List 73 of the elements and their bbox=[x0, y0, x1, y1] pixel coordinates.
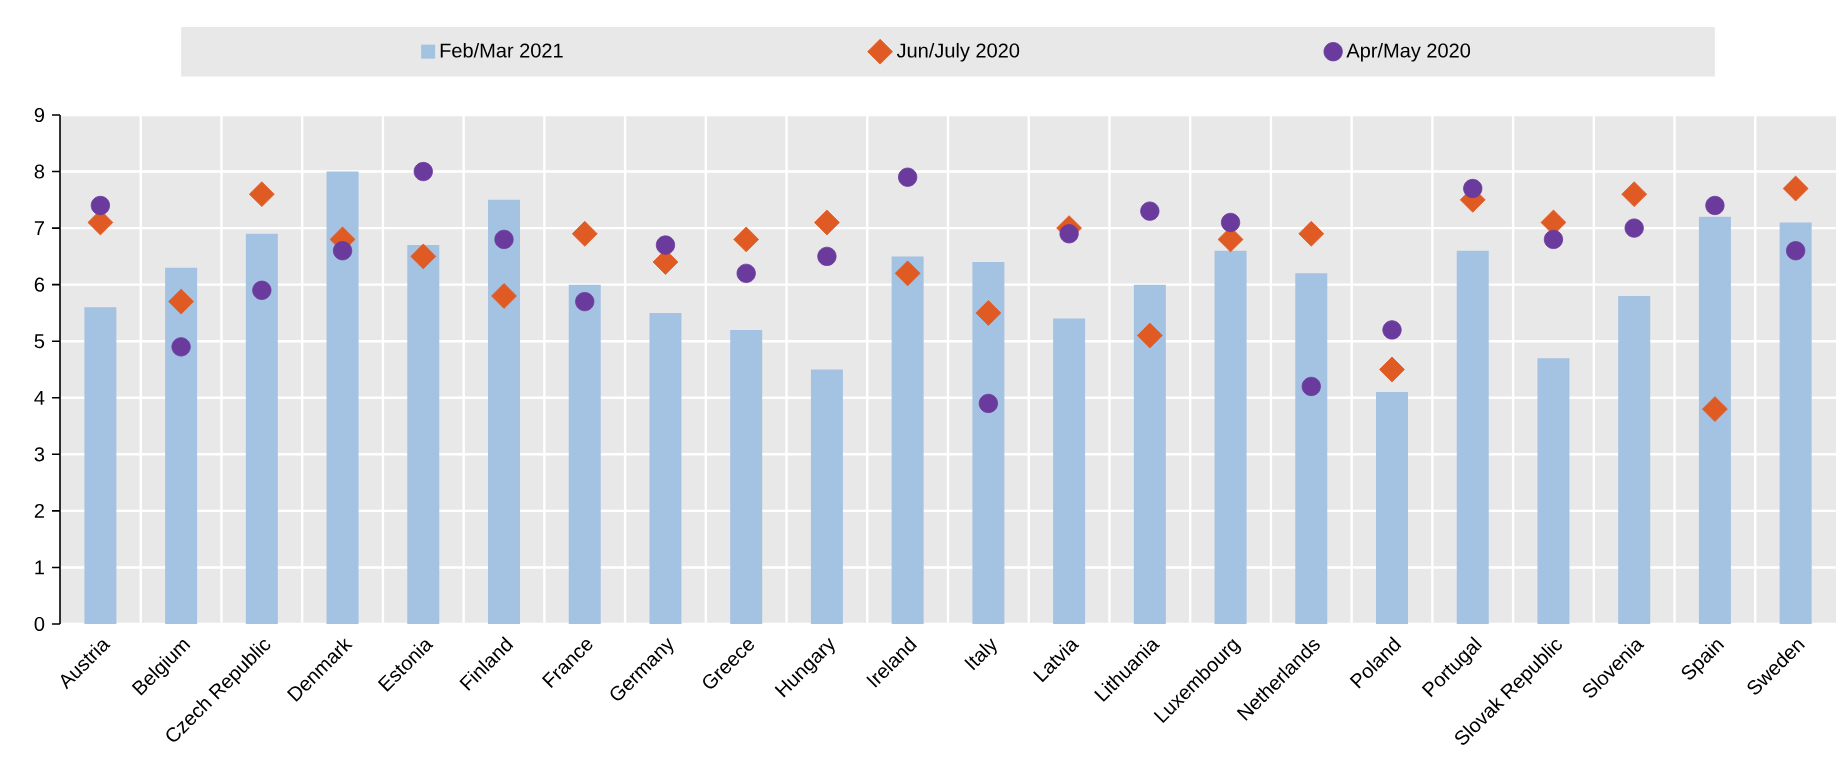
point bbox=[1382, 320, 1402, 340]
bar bbox=[84, 307, 117, 624]
point bbox=[1463, 178, 1483, 199]
y-tick-label: 9 bbox=[34, 107, 45, 123]
y-tick-label: 6 bbox=[34, 277, 45, 292]
y-tick-label: 8 bbox=[34, 164, 45, 179]
bar bbox=[1698, 216, 1731, 624]
point bbox=[978, 393, 998, 414]
point bbox=[494, 229, 514, 250]
point bbox=[736, 263, 756, 283]
point bbox=[571, 220, 598, 247]
point bbox=[90, 195, 110, 216]
y-tick-label: 4 bbox=[34, 390, 45, 405]
point bbox=[1624, 218, 1644, 238]
point bbox=[413, 161, 433, 182]
y-tick-label: 1 bbox=[35, 560, 44, 575]
bar bbox=[1053, 318, 1086, 624]
point bbox=[248, 181, 275, 208]
bar bbox=[165, 267, 198, 624]
point bbox=[894, 260, 921, 287]
point bbox=[975, 300, 1002, 326]
point bbox=[733, 226, 760, 253]
bar bbox=[891, 256, 924, 624]
bar bbox=[1456, 250, 1489, 624]
point bbox=[655, 235, 676, 255]
bar bbox=[972, 262, 1005, 624]
point bbox=[1140, 201, 1160, 221]
point bbox=[1379, 356, 1405, 383]
point bbox=[817, 246, 837, 266]
bar bbox=[1376, 392, 1409, 624]
y-tick-label: 2 bbox=[34, 503, 44, 518]
bar bbox=[245, 233, 278, 624]
y-tick-label: 7 bbox=[34, 221, 44, 235]
point bbox=[814, 209, 840, 236]
bar bbox=[1537, 358, 1570, 624]
bar bbox=[568, 284, 601, 624]
point bbox=[575, 292, 595, 312]
point bbox=[1702, 396, 1728, 422]
point bbox=[491, 283, 517, 309]
y-tick-label: 3 bbox=[34, 447, 45, 462]
point bbox=[1786, 241, 1806, 261]
bar bbox=[1295, 273, 1328, 624]
bar bbox=[1779, 222, 1812, 624]
y-tick-label: 0 bbox=[34, 616, 45, 632]
bar bbox=[488, 199, 521, 624]
bar bbox=[407, 245, 440, 624]
point bbox=[1220, 212, 1241, 233]
bar bbox=[1618, 295, 1651, 624]
point bbox=[898, 167, 918, 187]
y-tick-label: 5 bbox=[34, 334, 45, 349]
point bbox=[168, 288, 194, 315]
point bbox=[1059, 224, 1079, 244]
bar bbox=[1133, 284, 1166, 624]
x-tick-label: Italy bbox=[964, 638, 997, 671]
point bbox=[1782, 175, 1809, 202]
point bbox=[1298, 220, 1325, 247]
legend-label: Jun/July 2020 bbox=[896, 42, 1020, 62]
legend-label: Apr/May 2020 bbox=[1346, 42, 1471, 62]
point bbox=[1136, 322, 1163, 349]
point bbox=[1301, 376, 1321, 397]
point bbox=[171, 337, 191, 357]
bar bbox=[730, 329, 763, 624]
point bbox=[1705, 195, 1725, 216]
bar bbox=[649, 312, 682, 624]
point bbox=[252, 280, 272, 300]
point bbox=[332, 241, 353, 261]
point bbox=[410, 243, 437, 270]
bar bbox=[326, 171, 359, 624]
legend-label: Feb/Mar 2021 bbox=[440, 42, 563, 58]
bar bbox=[1214, 250, 1247, 624]
point bbox=[1621, 181, 1648, 208]
point bbox=[1543, 229, 1564, 250]
bar bbox=[810, 369, 843, 624]
